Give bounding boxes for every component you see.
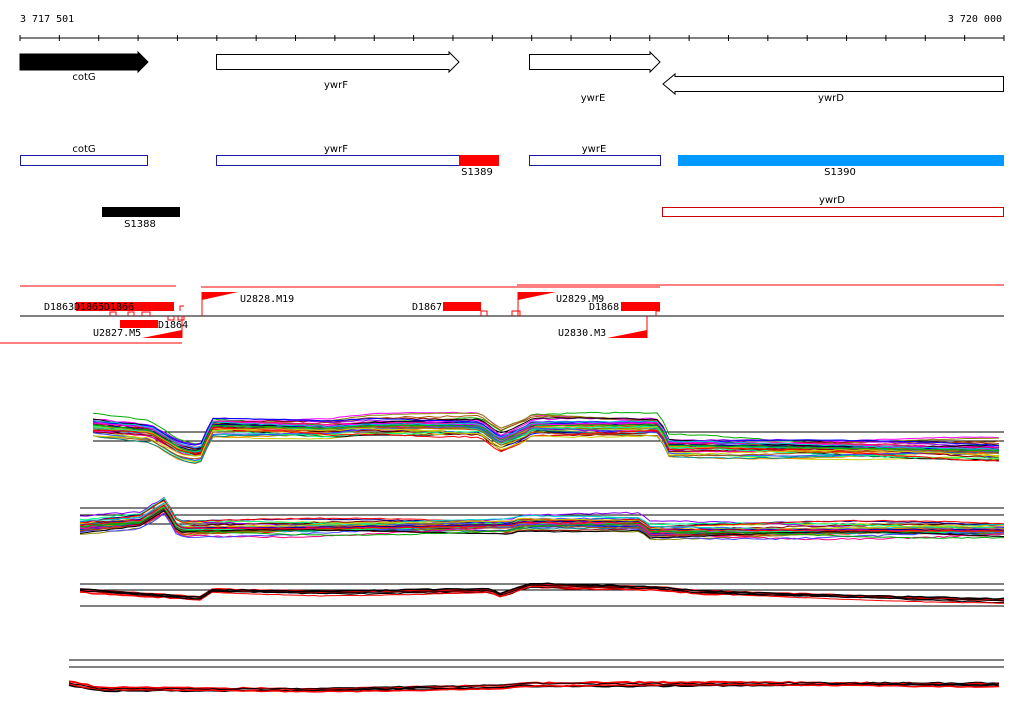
segment-S1389-label: S1389 — [461, 167, 493, 178]
expression-profile-panel-2 — [79, 496, 1005, 541]
segment-ywrF-label: ywrF — [324, 144, 348, 155]
profile-trace — [79, 584, 1005, 602]
ruler-end-label: 3 720 000 — [948, 14, 1002, 25]
gene-cotG-arrow[interactable] — [19, 50, 149, 74]
segment-S1390-bar[interactable] — [678, 155, 1004, 166]
feature-track: U2828.M19 U2829.M9 U2827.M5 U2830.M3 D18… — [0, 284, 1004, 344]
feature-D1868-box[interactable] — [621, 302, 660, 311]
feature-D1866-label: D1866 — [104, 302, 134, 313]
gene-ywrE-arrow[interactable] — [529, 50, 661, 74]
flag-U2828-label: U2828.M19 — [240, 294, 294, 305]
segment-cotG-label: cotG — [72, 144, 95, 155]
coordinate-ruler: 3 717 501 3 720 000 — [19, 14, 1005, 41]
expression-profile-panel-4 — [68, 659, 1004, 693]
feature-D1867-label: D1867 — [412, 302, 442, 313]
feature-D1867-box[interactable] — [443, 302, 481, 311]
segment-S1389-bar[interactable] — [459, 155, 499, 166]
gene-ywrE-label: ywrE — [581, 93, 606, 104]
profile-trace — [92, 426, 1000, 460]
profile-trace — [92, 425, 1000, 462]
feature-D1863-label: D1863 — [44, 302, 74, 313]
gene-cotG-label: cotG — [72, 72, 95, 83]
feature-D1865-box[interactable] — [76, 302, 114, 311]
profile-trace — [68, 681, 1000, 690]
expression-profile-panel-1 — [92, 411, 1004, 465]
segment-ywrE-box[interactable] — [529, 155, 661, 166]
flag-U2827-reverse[interactable] — [142, 330, 182, 338]
expression-profile-panel-3 — [79, 582, 1005, 607]
feature-D1866-box[interactable] — [114, 302, 174, 311]
segment-ywrE-label: ywrE — [582, 144, 607, 155]
segment-ywrD-label: ywrD — [819, 195, 845, 206]
feature-D1864-label: D1864 — [158, 320, 188, 331]
ruler-ticks — [19, 35, 1005, 41]
profile-trace — [79, 585, 1005, 604]
gene-ywrF-label: ywrF — [324, 80, 348, 91]
profile-trace — [92, 424, 999, 452]
feature-D1864-box[interactable] — [120, 320, 158, 328]
profile-trace — [79, 507, 1005, 539]
ruler-start-label: 3 717 501 — [20, 14, 74, 25]
segment-S1388-bar[interactable] — [102, 207, 180, 217]
flag-U2827-label: U2827.M5 — [93, 328, 141, 339]
segment-S1388-label: S1388 — [124, 219, 156, 230]
profile-trace — [92, 426, 999, 463]
profile-trace — [79, 510, 1005, 539]
segment-track: cotG ywrF S1389 ywrE S1390 S1388 ywrD — [20, 144, 1004, 230]
profile-trace — [92, 420, 1000, 450]
gene-track: cotG ywrF ywrE ywrD — [19, 50, 1004, 104]
flag-U2829-label: U2829.M9 — [556, 294, 604, 305]
gene-ywrF-arrow[interactable] — [216, 50, 460, 74]
feature-D1865-label: D1865 — [74, 302, 104, 313]
flag-U2830-reverse[interactable] — [607, 330, 647, 338]
flag-U2829-forward[interactable] — [518, 292, 556, 300]
feature-connector-hooks — [109, 305, 660, 321]
profile-trace — [79, 504, 1005, 532]
flag-U2828-forward[interactable] — [202, 292, 238, 300]
feature-D1868-label: D1868 — [589, 302, 619, 313]
gene-ywrD-arrow[interactable] — [662, 72, 1004, 96]
segment-cotG-box[interactable] — [20, 155, 148, 166]
profile-trace — [79, 582, 1005, 600]
segment-S1390-label: S1390 — [824, 167, 856, 178]
segment-ywrF-box[interactable] — [216, 155, 460, 166]
profile-trace — [92, 427, 1000, 458]
segment-ywrD-box[interactable] — [662, 207, 1004, 217]
profile-trace — [68, 683, 1000, 693]
gene-ywrD-label: ywrD — [818, 93, 844, 104]
flag-U2830-label: U2830.M3 — [558, 328, 606, 339]
